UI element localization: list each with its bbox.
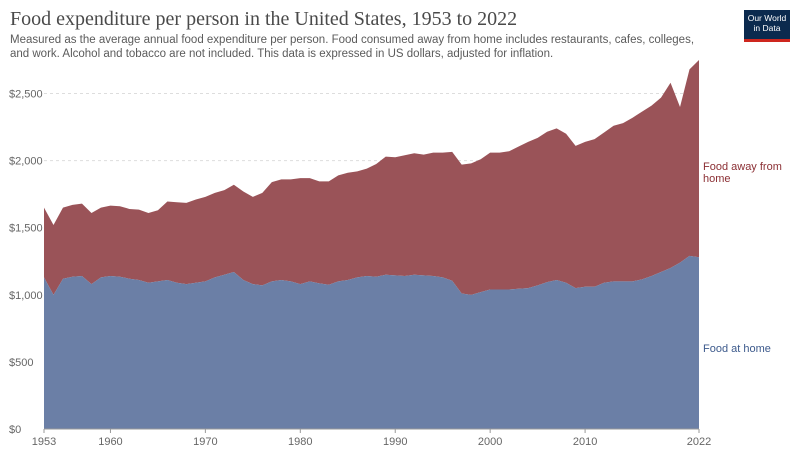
owid-logo[interactable]: Our World in Data [744,10,790,42]
label-food-at-home: Food at home [703,343,771,355]
area-food-away-from-home[interactable] [44,60,699,295]
x-tick-labels: 1953 1960 1970 1980 1990 2000 2010 2022 [32,429,711,448]
area-food-at-home[interactable] [44,255,699,429]
chart-subtitle: Measured as the average annual food expe… [10,34,695,60]
chart-title: Food expenditure per person in the Unite… [10,8,518,30]
x-tick-label: 1960 [98,436,122,448]
label-food-away-line-1: Food away from [703,161,782,173]
x-tick-label: 1980 [288,436,312,448]
y-tick-labels: $0 $500 $1,000 $1,500 $2,000 $2,500 [9,89,43,436]
logo-line-2: in Data [753,23,781,33]
x-tick-label: 2000 [478,436,502,448]
y-tick-label: $2,000 [9,156,43,168]
y-tick-label: $2,500 [9,89,43,101]
y-tick-label: $1,500 [9,223,43,235]
x-tick-label: 2010 [573,436,597,448]
x-tick-label: 1990 [383,436,407,448]
y-tick-label: $1,000 [9,290,43,302]
label-food-away-line-2: home [703,173,731,185]
x-tick-label: 1953 [32,436,56,448]
y-tick-label: $0 [9,424,21,436]
y-tick-label: $500 [9,357,33,369]
x-tick-label: 1970 [193,436,217,448]
logo-line-1: Our World [747,13,787,23]
x-tick-label: 2022 [687,436,711,448]
